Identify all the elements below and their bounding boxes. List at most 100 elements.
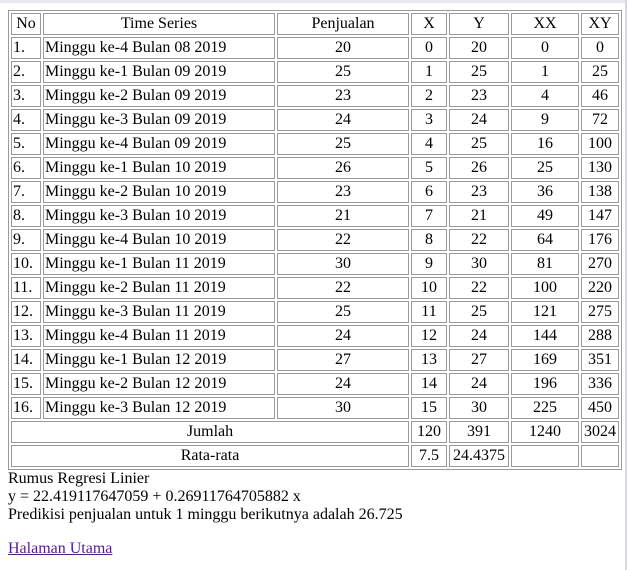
- cell-xx: 1: [511, 61, 579, 83]
- cell-xy: 0: [581, 37, 619, 59]
- cell-no: 10.: [11, 253, 41, 275]
- cell-y: 26: [449, 157, 509, 179]
- rata-rata-y: 24.4375: [449, 445, 509, 467]
- cell-penjualan: 23: [277, 181, 409, 203]
- table-row: 4. Minggu ke-3 Bulan 09 2019 24 3 24 9 7…: [11, 109, 619, 131]
- home-link[interactable]: Halaman Utama: [8, 540, 113, 557]
- table-row: 8. Minggu ke-3 Bulan 10 2019 21 7 21 49 …: [11, 205, 619, 227]
- cell-penjualan: 25: [277, 61, 409, 83]
- cell-xy: 100: [581, 133, 619, 155]
- cell-penjualan: 25: [277, 133, 409, 155]
- cell-y: 25: [449, 301, 509, 323]
- cell-y: 27: [449, 349, 509, 371]
- cell-xx: 81: [511, 253, 579, 275]
- jumlah-row: Jumlah 120 391 1240 3024: [11, 421, 619, 443]
- table-row: 1. Minggu ke-4 Bulan 08 2019 20 0 20 0 0: [11, 37, 619, 59]
- cell-penjualan: 22: [277, 229, 409, 251]
- table-row: 3. Minggu ke-2 Bulan 09 2019 23 2 23 4 4…: [11, 85, 619, 107]
- cell-time-series: Minggu ke-2 Bulan 10 2019: [43, 181, 275, 203]
- cell-xx: 4: [511, 85, 579, 107]
- cell-y: 23: [449, 181, 509, 203]
- table-row: 10. Minggu ke-1 Bulan 11 2019 30 9 30 81…: [11, 253, 619, 275]
- cell-x: 6: [411, 181, 447, 203]
- rata-rata-label: Rata-rata: [11, 445, 409, 467]
- cell-time-series: Minggu ke-3 Bulan 10 2019: [43, 205, 275, 227]
- cell-x: 3: [411, 109, 447, 131]
- rata-rata-xx: [511, 445, 579, 467]
- table-row: 5. Minggu ke-4 Bulan 09 2019 25 4 25 16 …: [11, 133, 619, 155]
- cell-x: 9: [411, 253, 447, 275]
- regression-equation: y = 22.419117647059 + 0.26911764705882 x: [8, 488, 301, 505]
- table-row: 9. Minggu ke-4 Bulan 10 2019 22 8 22 64 …: [11, 229, 619, 251]
- cell-xy: 270: [581, 253, 619, 275]
- cell-y: 22: [449, 277, 509, 299]
- cell-xx: 25: [511, 157, 579, 179]
- header-penjualan: Penjualan: [277, 13, 409, 35]
- cell-time-series: Minggu ke-3 Bulan 09 2019: [43, 109, 275, 131]
- jumlah-xy: 3024: [581, 421, 619, 443]
- cell-x: 10: [411, 277, 447, 299]
- cell-x: 12: [411, 325, 447, 347]
- cell-y: 30: [449, 397, 509, 419]
- top-border: [0, 0, 627, 3]
- cell-xy: 275: [581, 301, 619, 323]
- cell-xy: 46: [581, 85, 619, 107]
- cell-x: 7: [411, 205, 447, 227]
- cell-no: 11.: [11, 277, 41, 299]
- rata-rata-x: 7.5: [411, 445, 447, 467]
- cell-xx: 121: [511, 301, 579, 323]
- cell-xy: 288: [581, 325, 619, 347]
- cell-x: 1: [411, 61, 447, 83]
- cell-x: 13: [411, 349, 447, 371]
- cell-xy: 450: [581, 397, 619, 419]
- formula-title: Rumus Regresi Linier: [8, 470, 150, 487]
- cell-y: 24: [449, 373, 509, 395]
- cell-no: 6.: [11, 157, 41, 179]
- table-row: 16. Minggu ke-3 Bulan 12 2019 30 15 30 2…: [11, 397, 619, 419]
- cell-no: 16.: [11, 397, 41, 419]
- cell-penjualan: 24: [277, 109, 409, 131]
- cell-penjualan: 26: [277, 157, 409, 179]
- header-time-series: Time Series: [43, 13, 275, 35]
- regression-table: No Time Series Penjualan X Y XX XY 1. Mi…: [8, 10, 622, 470]
- cell-no: 7.: [11, 181, 41, 203]
- cell-x: 5: [411, 157, 447, 179]
- prediction-text: Predikisi penjualan untuk 1 minggu berik…: [8, 506, 403, 523]
- cell-penjualan: 20: [277, 37, 409, 59]
- cell-penjualan: 30: [277, 397, 409, 419]
- cell-xy: 147: [581, 205, 619, 227]
- cell-xx: 169: [511, 349, 579, 371]
- jumlah-xx: 1240: [511, 421, 579, 443]
- cell-y: 30: [449, 253, 509, 275]
- cell-x: 14: [411, 373, 447, 395]
- cell-y: 21: [449, 205, 509, 227]
- cell-x: 11: [411, 301, 447, 323]
- cell-xy: 336: [581, 373, 619, 395]
- cell-x: 2: [411, 85, 447, 107]
- cell-xy: 220: [581, 277, 619, 299]
- cell-no: 2.: [11, 61, 41, 83]
- window-right-edge: [625, 0, 627, 570]
- table-row: 14. Minggu ke-1 Bulan 12 2019 27 13 27 1…: [11, 349, 619, 371]
- cell-y: 20: [449, 37, 509, 59]
- jumlah-y: 391: [449, 421, 509, 443]
- cell-time-series: Minggu ke-4 Bulan 08 2019: [43, 37, 275, 59]
- cell-time-series: Minggu ke-2 Bulan 11 2019: [43, 277, 275, 299]
- cell-xx: 64: [511, 229, 579, 251]
- cell-y: 24: [449, 325, 509, 347]
- cell-penjualan: 30: [277, 253, 409, 275]
- cell-xy: 25: [581, 61, 619, 83]
- regression-output: Rumus Regresi Linier y = 22.419117647059…: [8, 470, 403, 524]
- cell-penjualan: 22: [277, 277, 409, 299]
- header-xx: XX: [511, 13, 579, 35]
- cell-y: 22: [449, 229, 509, 251]
- cell-y: 24: [449, 109, 509, 131]
- jumlah-label: Jumlah: [11, 421, 409, 443]
- cell-time-series: Minggu ke-1 Bulan 09 2019: [43, 61, 275, 83]
- cell-time-series: Minggu ke-1 Bulan 10 2019: [43, 157, 275, 179]
- cell-xy: 351: [581, 349, 619, 371]
- header-no: No: [11, 13, 41, 35]
- table-row: 6. Minggu ke-1 Bulan 10 2019 26 5 26 25 …: [11, 157, 619, 179]
- cell-penjualan: 23: [277, 85, 409, 107]
- cell-no: 12.: [11, 301, 41, 323]
